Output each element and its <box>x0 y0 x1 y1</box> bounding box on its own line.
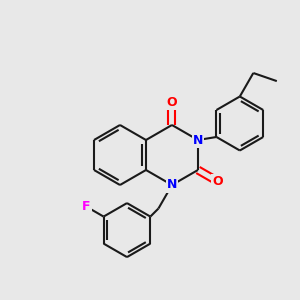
Text: F: F <box>82 200 90 213</box>
Text: O: O <box>212 175 223 188</box>
Text: N: N <box>167 178 177 191</box>
Text: O: O <box>167 95 177 109</box>
Text: N: N <box>193 134 203 146</box>
